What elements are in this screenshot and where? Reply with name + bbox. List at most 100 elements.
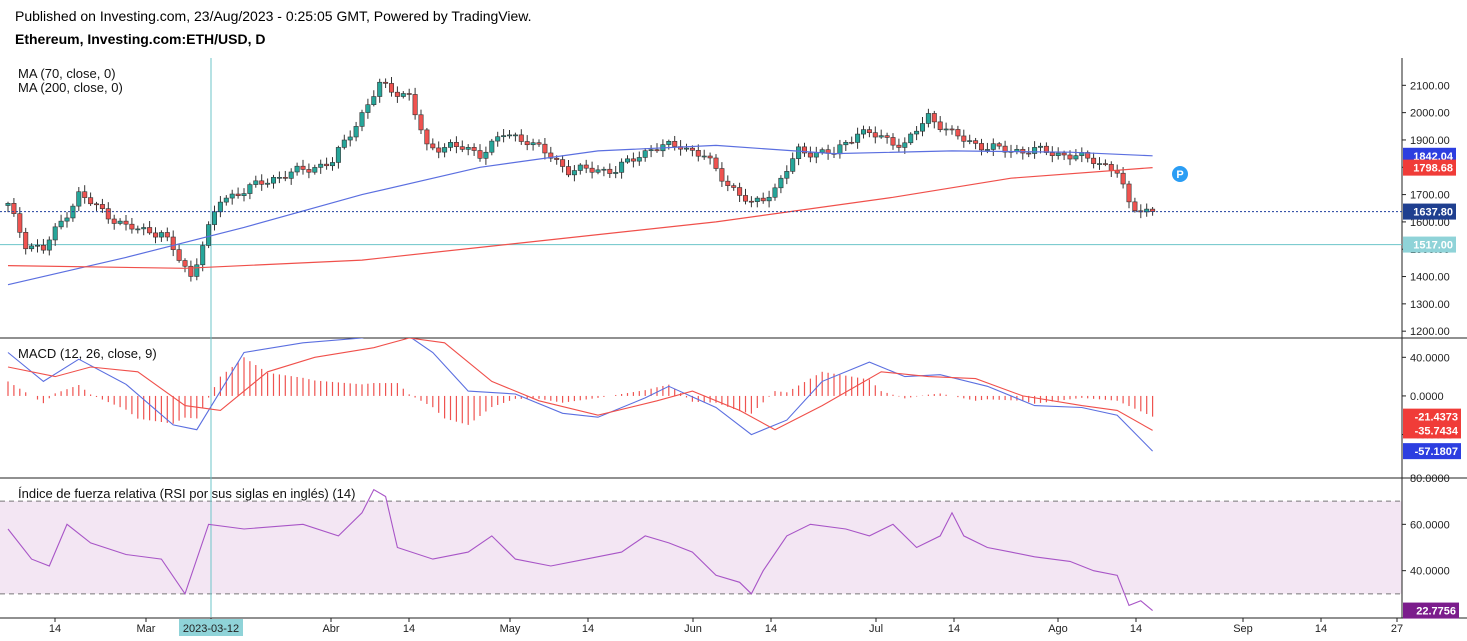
price-tick-label: 1200.00 xyxy=(1410,326,1450,338)
candle-up xyxy=(34,244,40,247)
candle-down xyxy=(1114,170,1120,174)
candle-down xyxy=(1067,154,1073,160)
candle-up xyxy=(353,126,359,138)
rsi-band xyxy=(0,501,1402,594)
candle-down xyxy=(394,91,400,97)
candle-up xyxy=(371,96,377,105)
candle-up xyxy=(772,187,778,198)
rsi-value-tag: 22.7756 xyxy=(1416,606,1456,618)
candle-up xyxy=(925,113,931,124)
candle-down xyxy=(418,114,424,131)
event-badge-label: P xyxy=(1176,169,1183,181)
candle-down xyxy=(931,113,937,123)
candle-up xyxy=(754,197,760,202)
candle-down xyxy=(630,158,636,162)
candle-down xyxy=(554,157,560,160)
candle-up xyxy=(778,177,784,189)
time-tick-label: Jul xyxy=(869,623,883,635)
candle-down xyxy=(99,204,105,209)
candles xyxy=(5,77,1156,282)
candle-down xyxy=(123,220,129,225)
candle-down xyxy=(955,129,961,137)
candle-down xyxy=(88,197,94,205)
candle-up xyxy=(967,140,973,142)
rsi-tick-label: 80.0000 xyxy=(1410,473,1450,485)
candle-down xyxy=(849,141,855,144)
candle-down xyxy=(713,157,719,169)
candle-up xyxy=(347,136,353,141)
candle-down xyxy=(324,163,330,167)
candle-down xyxy=(695,150,701,157)
time-tick-label: Mar xyxy=(137,623,156,635)
candle-down xyxy=(737,187,743,196)
candle-down xyxy=(40,244,46,251)
candle-up xyxy=(223,197,229,203)
candle-down xyxy=(1132,201,1138,212)
candle-down xyxy=(961,135,967,142)
candle-down xyxy=(383,81,389,84)
candle-up xyxy=(990,143,996,150)
candle-down xyxy=(978,143,984,151)
candle-up xyxy=(365,104,371,113)
candle-up xyxy=(943,128,949,131)
candle-down xyxy=(542,143,548,154)
candle-up xyxy=(276,177,282,179)
candle-up xyxy=(796,146,802,159)
candle-up xyxy=(683,147,689,150)
candle-up xyxy=(860,129,866,135)
candle-down xyxy=(182,260,188,267)
candle-down xyxy=(412,94,418,116)
candle-up xyxy=(377,81,383,97)
candle-down xyxy=(453,142,459,147)
candle-up xyxy=(64,217,70,222)
candle-up xyxy=(577,164,583,171)
candle-down xyxy=(176,249,182,261)
time-tick-label: 27 xyxy=(1391,623,1403,635)
candle-up xyxy=(642,150,648,158)
candle-up xyxy=(530,142,536,146)
macd-line-tag-bg xyxy=(1403,443,1461,460)
signal-line xyxy=(7,338,1153,431)
crosshair-price-tag-bg xyxy=(1403,236,1456,253)
price-tick-label: 2000.00 xyxy=(1410,108,1450,120)
candle-down xyxy=(11,203,17,214)
candle-up xyxy=(335,147,341,163)
candle-down xyxy=(259,180,265,185)
candle-down xyxy=(129,223,135,230)
candle-down xyxy=(890,137,896,146)
candle-up xyxy=(400,93,406,97)
candle-up xyxy=(813,152,819,158)
candle-down xyxy=(477,150,483,159)
candle-down xyxy=(719,168,725,182)
time-tick-label: May xyxy=(500,623,521,635)
candle-up xyxy=(1038,145,1044,148)
price-tick-label: 1900.00 xyxy=(1410,135,1450,147)
candle-up xyxy=(624,158,630,163)
candle-down xyxy=(1126,183,1132,203)
candle-down xyxy=(17,213,23,233)
candle-down xyxy=(707,155,713,159)
candle-up xyxy=(5,203,11,206)
candle-up xyxy=(819,149,825,153)
candle-up xyxy=(512,134,518,137)
candle-down xyxy=(235,193,241,196)
time-tick-label: 14 xyxy=(403,623,415,635)
candle-down xyxy=(82,191,88,198)
time-tick-label: 14 xyxy=(765,623,777,635)
candle-up xyxy=(613,172,619,174)
candle-up xyxy=(212,211,218,225)
candle-up xyxy=(312,167,318,173)
candle-down xyxy=(147,227,153,234)
candle-down xyxy=(23,232,29,250)
last-price-tag: 1637.80 xyxy=(1413,207,1453,219)
candle-down xyxy=(459,146,465,150)
candle-up xyxy=(701,155,707,158)
candle-up xyxy=(288,171,294,179)
candle-up xyxy=(76,191,82,207)
candle-down xyxy=(807,152,813,158)
candle-down xyxy=(94,203,100,206)
candle-down xyxy=(973,140,979,144)
candle-up xyxy=(341,139,347,148)
candle-up xyxy=(495,136,501,142)
